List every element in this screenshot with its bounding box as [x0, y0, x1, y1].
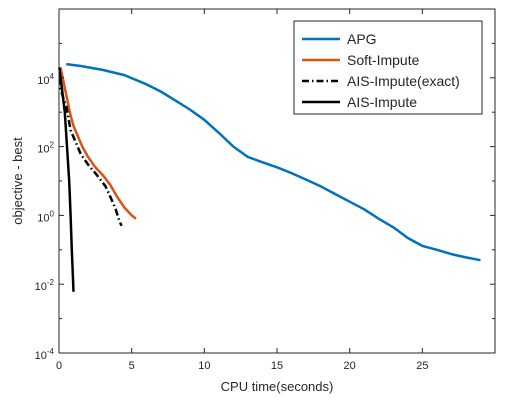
- x-tick-label-4: 20: [344, 360, 356, 372]
- legend-label-2: Soft-Impute: [347, 52, 420, 68]
- ticks-layer: 0 5 10 15 20 25 10-4 10-2 100 102 104: [35, 8, 495, 372]
- y-tick-label-2: 100: [37, 209, 54, 224]
- legend-label-4: AIS-Impute: [347, 94, 417, 110]
- y-tick-label-4: 104: [37, 72, 54, 87]
- plot-frame: [58, 8, 496, 354]
- series-line-2: [59, 67, 137, 220]
- series-line-1: [66, 62, 481, 262]
- y-tick-label-3: 102: [37, 141, 54, 156]
- x-tick-label-1: 5: [129, 360, 135, 372]
- legend-box: [293, 20, 483, 115]
- y-tick-label-1: 10-2: [35, 278, 55, 293]
- x-tick-label-2: 10: [198, 360, 210, 372]
- legend-label-3: AIS-Impute(exact): [347, 73, 460, 89]
- series-layer: [58, 62, 481, 292]
- y-axis-label: objective - best: [10, 137, 25, 225]
- x-tick-label-5: 25: [416, 360, 428, 372]
- x-axis-label: CPU time(seconds): [221, 379, 334, 394]
- series-line-4: [58, 67, 75, 292]
- x-tick-label-0: 0: [56, 360, 62, 372]
- y-tick-label-0: 10-4: [35, 347, 55, 362]
- x-tick-label-3: 15: [271, 360, 283, 372]
- legend: APG Soft-Impute AIS-Impute(exact) AIS-Imput…: [293, 20, 483, 115]
- legend-label-1: APG: [347, 31, 377, 47]
